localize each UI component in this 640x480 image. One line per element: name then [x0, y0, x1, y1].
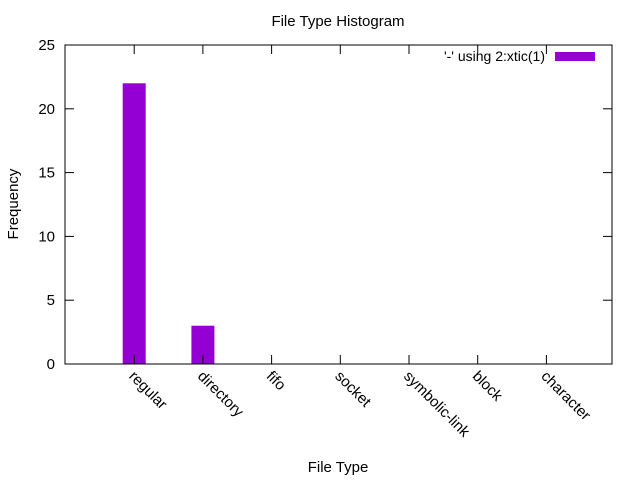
bar-regular [122, 83, 146, 364]
y-tick-label: 25 [38, 37, 55, 54]
x-axis-label: File Type [308, 459, 369, 476]
y-ticks-group: 0 5 10 15 20 25 [38, 37, 612, 373]
x-tick-label-block: block [469, 368, 506, 405]
y-tick-label: 10 [38, 228, 55, 245]
plot-frame [64, 44, 613, 365]
x-tick-label-socket: socket [331, 368, 374, 411]
y-tick-label: 0 [47, 356, 55, 373]
legend-label: '-' using 2:xtic(1) [444, 48, 545, 64]
x-tick-label-symbolic-link: symbolic-link [400, 368, 473, 441]
legend-swatch [555, 52, 595, 61]
y-axis-label: Frequency [5, 168, 22, 239]
x-tick-label-directory: directory [194, 368, 247, 421]
x-tick-label-regular: regular [125, 368, 170, 413]
x-ticks-group: regular directory fifo socket symbolic-linkb… [125, 45, 594, 441]
bars-group [122, 83, 215, 364]
y-tick-label: 15 [38, 165, 55, 182]
y-tick-label: 5 [47, 292, 55, 309]
chart-title: File Type Histogram [271, 13, 404, 30]
legend: '-' using 2:xtic(1) [444, 48, 595, 64]
bar-directory [191, 325, 215, 364]
y-tick-label: 20 [38, 101, 55, 118]
x-tick-label-character: character [538, 368, 594, 424]
x-tick-label-fifo: fifo [263, 368, 289, 394]
